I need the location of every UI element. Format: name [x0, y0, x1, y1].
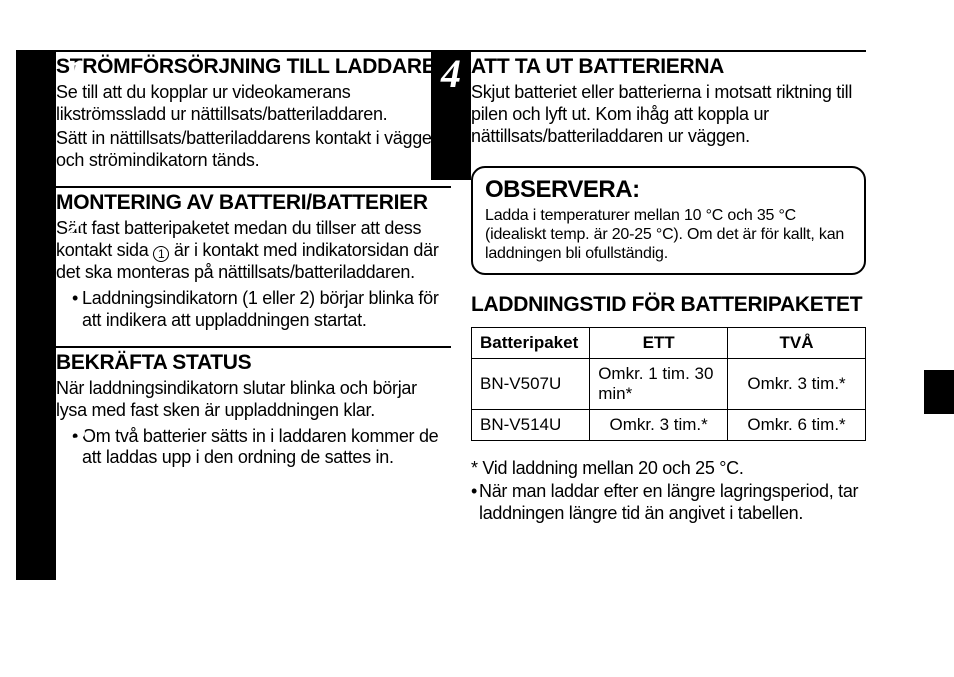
step-2-bullet-1-text: Laddningsindikatorn (1 eller 2) börjar b…	[82, 288, 451, 332]
cell-r2c1: BN-V514U	[472, 410, 590, 441]
page-content: 1 2 3 STRÖMFÖRSÖRJNING TILL LADDAREN Se …	[56, 50, 866, 525]
observe-title: OBSERVERA:	[485, 176, 852, 204]
left-column: 1 2 3 STRÖMFÖRSÖRJNING TILL LADDAREN Se …	[56, 50, 451, 525]
step-number-2: 2	[56, 204, 96, 244]
table-row: BN-V514U Omkr. 3 tim.* Omkr. 6 tim.*	[472, 410, 866, 441]
footnote-block: * Vid laddning mellan 20 och 25 °C. • Nä…	[471, 457, 866, 525]
step-number-4: 4	[431, 54, 471, 94]
charging-time-table: Batteripaket ETT TVÅ BN-V507U Omkr. 1 ti…	[471, 327, 866, 441]
step-3-heading: BEKRÄFTA STATUS	[56, 346, 451, 375]
step-2-heading: MONTERING AV BATTERI/BATTERIER	[56, 186, 451, 215]
observe-body: Ladda i temperaturer mellan 10 °C och 35…	[485, 206, 852, 264]
cell-r2c2: Omkr. 3 tim.*	[590, 410, 728, 441]
step-1-heading: STRÖMFÖRSÖRJNING TILL LADDAREN	[56, 50, 451, 79]
step-2-para-1: Sätt fast batteripaketet medan du tillse…	[56, 218, 451, 284]
step-1-para-1: Se till att du kopplar ur videokamerans …	[56, 82, 451, 126]
col-header-one: ETT	[590, 328, 728, 359]
step-1-para-2: Sätt in nättillsats/batteriladdarens kon…	[56, 128, 451, 172]
footnote-2-text: När man laddar efter en längre lagringsp…	[479, 480, 866, 525]
col-header-pack: Batteripaket	[472, 328, 590, 359]
step-2: MONTERING AV BATTERI/BATTERIER Sätt fast…	[56, 186, 451, 332]
right-column: 4 ATT TA UT BATTERIERNA Skjut batteriet …	[471, 50, 866, 525]
page-edge-tab	[924, 370, 954, 414]
circled-one-icon: 1	[153, 246, 169, 262]
step-1-body: Se till att du kopplar ur videokamerans …	[56, 82, 451, 172]
footnote-2: • När man laddar efter en längre lagring…	[471, 480, 866, 525]
bullet-dot-icon: •	[471, 480, 477, 525]
bullet-dot-icon: •	[72, 288, 78, 332]
cell-r1c1: BN-V507U	[472, 359, 590, 410]
step-4: ATT TA UT BATTERIERNA Skjut batteriet el…	[471, 50, 866, 148]
table-header-row: Batteripaket ETT TVÅ	[472, 328, 866, 359]
observe-box: OBSERVERA: Ladda i temperaturer mellan 1…	[471, 166, 866, 276]
step-2-body: Sätt fast batteripaketet medan du tillse…	[56, 218, 451, 332]
col-header-two: TVÅ	[728, 328, 866, 359]
footnote-1: * Vid laddning mellan 20 och 25 °C.	[471, 457, 866, 480]
table-heading: LADDNINGSTID FÖR BATTERIPAKETET	[471, 293, 866, 317]
step-4-para: Skjut batteriet eller batterierna i mots…	[471, 82, 866, 148]
step-2-bullet-1: • Laddningsindikatorn (1 eller 2) börjar…	[56, 288, 451, 332]
step-number-1: 1	[56, 54, 96, 94]
step-1: STRÖMFÖRSÖRJNING TILL LADDAREN Se till a…	[56, 50, 451, 172]
cell-r1c2: Omkr. 1 tim. 30 min*	[590, 359, 728, 410]
cell-r2c3: Omkr. 6 tim.*	[728, 410, 866, 441]
step-3-bullet-1-text: Om två batterier sätts in i laddaren kom…	[82, 426, 451, 470]
step-3: BEKRÄFTA STATUS När laddningsindikatorn …	[56, 346, 451, 470]
step-number-3: 3	[56, 420, 96, 460]
cell-r1c3: Omkr. 3 tim.*	[728, 359, 866, 410]
table-row: BN-V507U Omkr. 1 tim. 30 min* Omkr. 3 ti…	[472, 359, 866, 410]
step-number-bar	[16, 50, 56, 580]
step-4-heading: ATT TA UT BATTERIERNA	[471, 50, 866, 79]
step-3-body: När laddningsindikatorn slutar blinka oc…	[56, 378, 451, 470]
step-3-bullet-1: • Om två batterier sätts in i laddaren k…	[56, 426, 451, 470]
step-3-para-1: När laddningsindikatorn slutar blinka oc…	[56, 378, 451, 422]
